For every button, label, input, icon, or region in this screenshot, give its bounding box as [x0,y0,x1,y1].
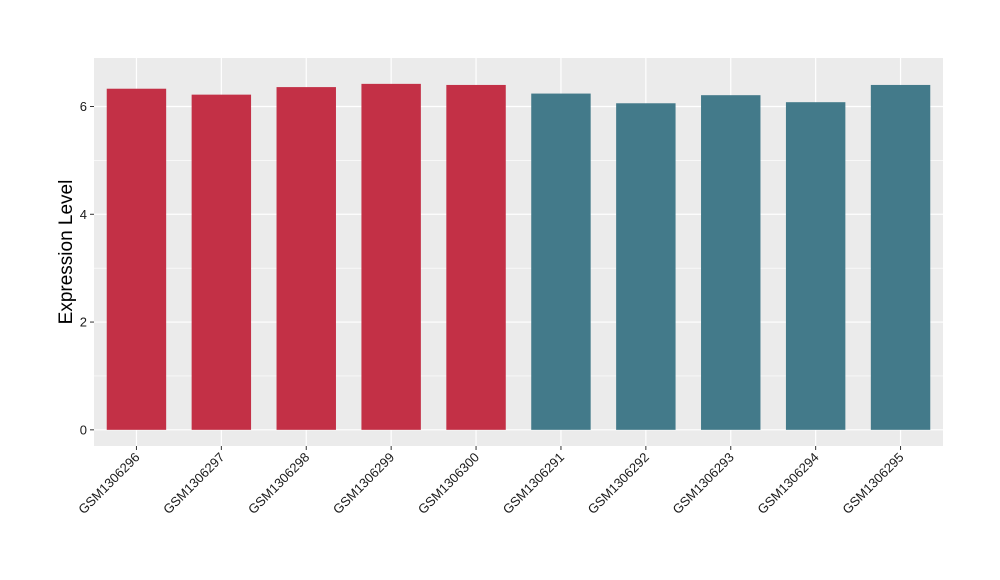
bar [446,84,506,430]
y-tick-label: 0 [80,422,87,437]
bar [191,94,252,430]
y-tick-label: 2 [80,315,87,330]
x-tick-label: GSM1306293 [670,450,737,517]
x-tick-label: GSM1306298 [245,450,312,517]
x-tick-label: GSM1306296 [75,450,142,517]
bar [531,93,591,430]
x-tick-label: GSM1306299 [330,450,397,517]
y-axis-title: Expression Level [56,180,77,325]
bar [701,95,761,430]
x-tick-label: GSM1306292 [585,450,652,517]
x-axis-ticks: GSM1306296 GSM1306297 GSM1306298 GSM1306299… [75,446,907,517]
bar [361,83,421,430]
y-tick-label: 6 [80,99,87,114]
x-tick-label: GSM1306291 [500,450,567,517]
x-tick-label: GSM1306300 [415,450,482,517]
x-tick-label: GSM1306297 [160,450,227,517]
x-tick-label: GSM1306295 [839,450,906,517]
bar [785,102,846,430]
x-tick-label: GSM1306294 [754,450,821,517]
bar [106,88,167,430]
y-tick-label: 4 [80,207,87,222]
y-axis-ticks: 0 2 4 6 [80,99,94,437]
bar [276,87,336,430]
bar [616,103,676,430]
bars [106,83,931,430]
bar [870,84,931,430]
